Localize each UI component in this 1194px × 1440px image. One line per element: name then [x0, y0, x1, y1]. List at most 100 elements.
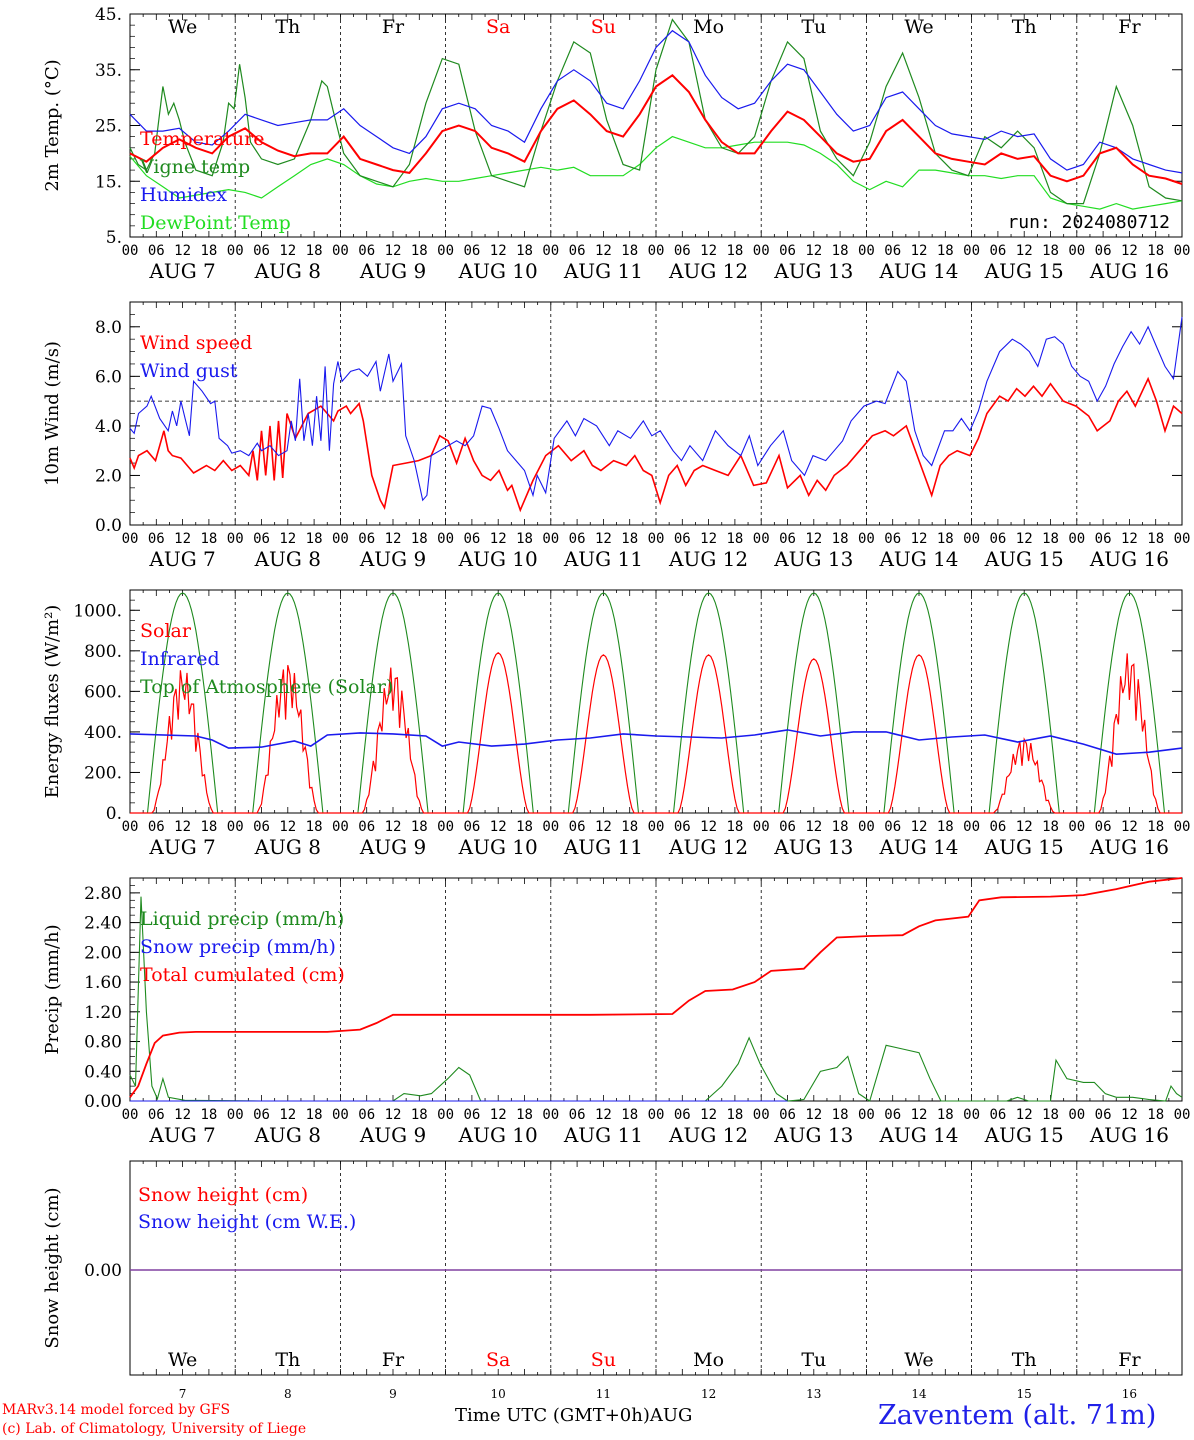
- hour-tick-label: 06: [989, 531, 1006, 547]
- hour-tick-label: 18: [726, 243, 743, 259]
- hour-tick-label: 06: [358, 1107, 375, 1123]
- hour-tick-label: 00: [1068, 531, 1085, 547]
- station-name: Zaventem (alt. 71m): [878, 1400, 1157, 1431]
- hour-tick-label: 00: [332, 1107, 349, 1123]
- hour-tick-label: 00: [227, 1107, 244, 1123]
- hour-tick-label: 12: [279, 531, 296, 547]
- hour-tick-label: 00: [122, 531, 139, 547]
- day-label: AUG 9: [359, 547, 426, 571]
- hour-tick-label: 18: [411, 531, 428, 547]
- weekday-label: Fr: [382, 1349, 405, 1371]
- day-label: AUG 16: [1089, 259, 1169, 283]
- hour-tick-label: 06: [463, 819, 480, 835]
- credit-line-1: MARv3.14 model forced by GFS: [2, 1402, 231, 1418]
- hour-tick-label: 00: [963, 819, 980, 835]
- day-label: AUG 7: [148, 835, 215, 859]
- y-tick-label: 8.0: [95, 318, 122, 338]
- series-line-0: [129, 376, 1183, 513]
- hour-tick-label: 06: [674, 243, 691, 259]
- legend-entry: Snow height (cm): [138, 1184, 308, 1206]
- hour-tick-label: 18: [621, 1107, 638, 1123]
- day-label: AUG 9: [359, 1123, 426, 1147]
- hour-tick-label: 12: [805, 1107, 822, 1123]
- day-label: AUG 8: [254, 259, 321, 283]
- y-tick-label: 15.: [95, 172, 122, 192]
- hour-tick-label: 12: [595, 243, 612, 259]
- day-label: AUG 10: [458, 1123, 538, 1147]
- credit-line-2: (c) Lab. of Climatology, University of L…: [2, 1421, 307, 1437]
- hour-tick-label: 06: [779, 1107, 796, 1123]
- x-axis-title-text: Time UTC (GMT+0h): [455, 1405, 650, 1426]
- weekday-label: Tu: [801, 16, 826, 38]
- hour-tick-label: 06: [989, 1107, 1006, 1123]
- day-label: AUG 11: [563, 1123, 643, 1147]
- day-label: AUG 7: [148, 1123, 215, 1147]
- run-label: run: 2024080712: [1007, 212, 1170, 233]
- hour-tick-label: 18: [306, 531, 323, 547]
- hour-tick-label: 00: [542, 531, 559, 547]
- weekday-label: Th: [275, 1349, 300, 1371]
- day-label: AUG 14: [878, 835, 958, 859]
- day-label: AUG 14: [878, 547, 958, 571]
- day-label: AUG 12: [668, 547, 748, 571]
- y-tick-label: 400.: [84, 723, 122, 743]
- hour-tick-label: 18: [306, 1107, 323, 1123]
- legend-entry: Wind speed: [140, 332, 252, 354]
- hour-tick-label: 18: [516, 1107, 533, 1123]
- legend-entry: Snow height (cm W.E.): [138, 1211, 356, 1233]
- hour-tick-label: 18: [937, 243, 954, 259]
- hour-tick-label: 12: [595, 819, 612, 835]
- hour-tick-label: 12: [700, 531, 717, 547]
- hour-tick-label: 06: [674, 531, 691, 547]
- hour-tick-label: 06: [253, 531, 270, 547]
- hour-tick-label: 18: [1147, 819, 1164, 835]
- hour-tick-label: 12: [1121, 819, 1138, 835]
- hour-tick-label: 12: [1016, 531, 1033, 547]
- weekday-label: Th: [275, 16, 300, 38]
- x-axis-title: Time UTC (GMT+0h)AUG: [455, 1405, 692, 1426]
- day-label: AUG 11: [563, 547, 643, 571]
- hour-tick-label: 12: [1016, 1107, 1033, 1123]
- y-tick-label: 0.40: [84, 1062, 122, 1082]
- hour-tick-label: 06: [569, 819, 586, 835]
- hour-tick-label: 00: [542, 243, 559, 259]
- hour-tick-label: 18: [726, 531, 743, 547]
- hour-tick-label: 00: [1174, 1107, 1191, 1123]
- weekday-label: Tu: [801, 1349, 826, 1371]
- weekday-label: Sa: [486, 1349, 510, 1371]
- weekday-label: Sa: [486, 16, 510, 38]
- panel-frame: [129, 589, 1183, 814]
- hour-tick-label: 18: [832, 1107, 849, 1123]
- day-label: AUG 12: [668, 259, 748, 283]
- hour-tick-label: 18: [411, 1107, 428, 1123]
- y-tick-label: 5.: [106, 228, 122, 248]
- y-tick-label: 0.00: [84, 1261, 122, 1281]
- y-tick-label: 4.0: [95, 417, 122, 437]
- hour-tick-label: 18: [516, 243, 533, 259]
- hour-tick-label: 12: [1121, 243, 1138, 259]
- y-tick-label: 1.60: [84, 973, 122, 993]
- day-label: AUG 9: [359, 835, 426, 859]
- hour-tick-label: 06: [253, 819, 270, 835]
- hour-tick-label: 12: [279, 819, 296, 835]
- y-tick-label: 45.: [95, 5, 122, 25]
- weekday-label: Fr: [1118, 16, 1141, 38]
- hour-tick-label: 00: [1068, 1107, 1085, 1123]
- legend-entry: Wind gust: [140, 360, 238, 382]
- hour-tick-label: 06: [989, 243, 1006, 259]
- day-label: AUG 16: [1089, 835, 1169, 859]
- hour-tick-label: 18: [411, 819, 428, 835]
- hour-tick-label: 00: [542, 1107, 559, 1123]
- day-number: 8: [284, 1387, 292, 1401]
- day-number: 16: [1122, 1387, 1137, 1401]
- hour-tick-label: 06: [1095, 243, 1112, 259]
- hour-tick-label: 00: [858, 1107, 875, 1123]
- hour-tick-label: 00: [437, 243, 454, 259]
- day-label: AUG 16: [1089, 1123, 1169, 1147]
- hour-tick-label: 12: [490, 531, 507, 547]
- hour-tick-label: 12: [911, 819, 928, 835]
- day-label: AUG 13: [773, 1123, 853, 1147]
- hour-tick-label: 12: [700, 819, 717, 835]
- hour-tick-label: 12: [174, 243, 191, 259]
- hour-tick-label: 18: [937, 1107, 954, 1123]
